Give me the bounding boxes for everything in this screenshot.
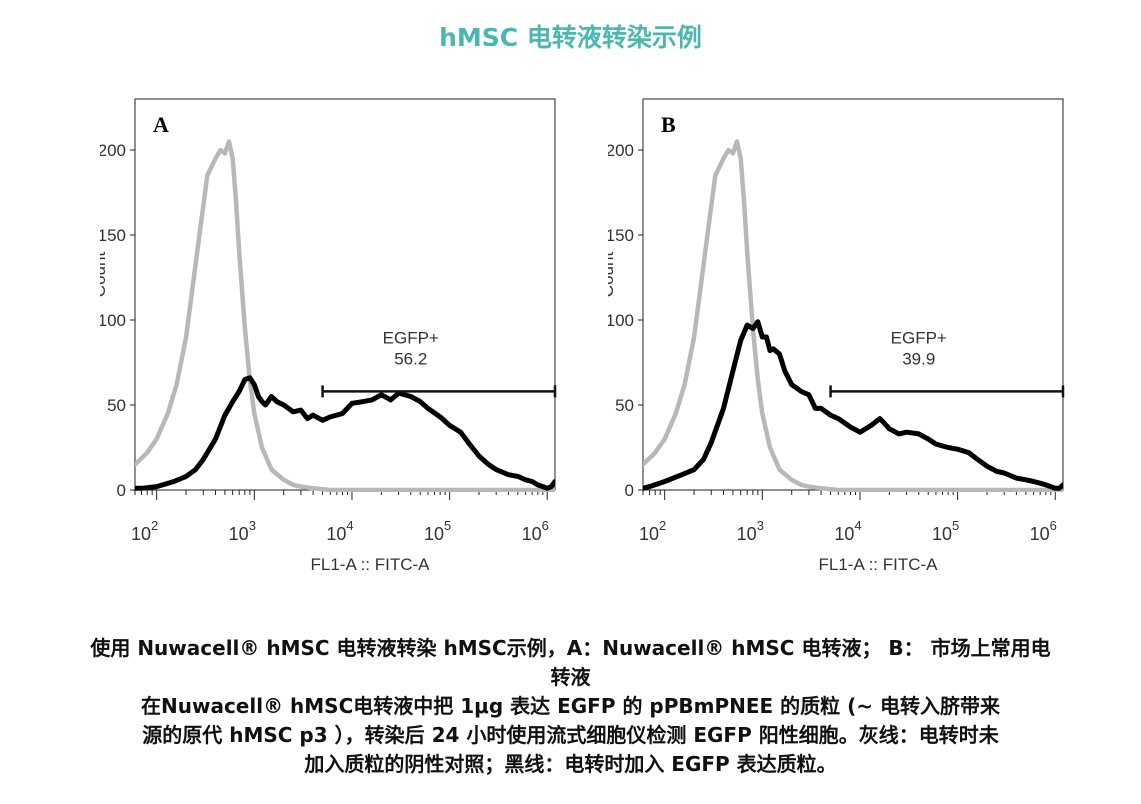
y-tick-label: 100 xyxy=(100,311,126,330)
x-tick-exponent: 2 xyxy=(659,518,666,533)
x-tick-exponent: 4 xyxy=(854,518,861,533)
y-tick-label: 0 xyxy=(117,481,126,500)
plot-frame xyxy=(642,98,1064,491)
x-tick-label: 106 xyxy=(1030,518,1057,544)
x-tick-exponent: 5 xyxy=(444,518,451,533)
x-tick-label: 105 xyxy=(932,518,959,544)
y-axis-label: Count xyxy=(608,252,617,298)
caption-line-4: 源的原代 hMSC p3 ），转染后 24 小时使用流式细胞仪检测 EGFP 阳… xyxy=(142,723,999,747)
y-axis-label: Count xyxy=(100,252,109,298)
y-tick-label: 50 xyxy=(107,396,126,415)
egfp-histogram-line xyxy=(643,319,1063,491)
panel-label: B xyxy=(661,112,676,137)
egfp-histogram-line xyxy=(135,375,555,491)
x-tick-exponent: 6 xyxy=(542,518,549,533)
plot-frame xyxy=(134,98,556,491)
x-tick-label: 102 xyxy=(639,518,666,544)
x-tick-base: 10 xyxy=(834,524,854,544)
gate-percentage: 39.9 xyxy=(902,349,935,368)
panel-label: A xyxy=(153,112,169,137)
x-tick-base: 10 xyxy=(131,524,151,544)
x-tick-base: 10 xyxy=(326,524,346,544)
gate-label: EGFP+ xyxy=(891,328,947,347)
y-tick-label: 100 xyxy=(608,311,634,330)
histogram-panel-a: A 0 50 100 150 200 Count 102 103 104 105 106 FL1-A :… xyxy=(100,96,560,586)
x-tick-base: 10 xyxy=(522,524,542,544)
histogram-panel-b: B 0 50 100 150 200 Count 102 103 104 105 106 FL1-A :… xyxy=(608,96,1068,586)
page-title: hMSC 电转液转染示例 xyxy=(439,23,702,52)
x-tick-exponent: 3 xyxy=(757,518,764,533)
figure-caption: 使用 Nuwacell® hMSC 电转液转染 hMSC示例，A：Nuwacel… xyxy=(0,634,1141,779)
control-histogram-line xyxy=(135,139,555,492)
y-tick-label: 150 xyxy=(608,226,634,245)
x-tick-base: 10 xyxy=(737,524,757,544)
caption-line-1: 使用 Nuwacell® hMSC 电转液转染 hMSC示例，A：Nuwacel… xyxy=(90,636,1051,660)
x-tick-exponent: 5 xyxy=(952,518,959,533)
x-tick-base: 10 xyxy=(639,524,659,544)
x-tick-exponent: 3 xyxy=(249,518,256,533)
y-tick-label: 0 xyxy=(625,481,634,500)
x-tick-label: 102 xyxy=(131,518,158,544)
x-tick-exponent: 2 xyxy=(151,518,158,533)
x-tick-exponent: 4 xyxy=(346,518,353,533)
x-tick-label: 103 xyxy=(737,518,764,544)
y-tick-label: 150 xyxy=(100,226,126,245)
x-tick-base: 10 xyxy=(1030,524,1050,544)
x-tick-exponent: 6 xyxy=(1050,518,1057,533)
x-tick-label: 104 xyxy=(326,518,353,544)
x-axis-label: FL1-A :: FITC-A xyxy=(818,555,938,574)
caption-line-3: 在Nuwacell® hMSC电转液中把 1μg 表达 EGFP 的 pPBmP… xyxy=(141,694,1000,718)
x-tick-base: 10 xyxy=(932,524,952,544)
x-tick-base: 10 xyxy=(229,524,249,544)
x-tick-label: 103 xyxy=(229,518,256,544)
y-tick-label: 200 xyxy=(608,141,634,160)
x-axis-label: FL1-A :: FITC-A xyxy=(310,555,430,574)
caption-line-2: 转液 xyxy=(550,665,591,689)
x-tick-label: 106 xyxy=(522,518,549,544)
control-histogram-line xyxy=(643,139,1063,492)
y-tick-label: 50 xyxy=(615,396,634,415)
gate-percentage: 56.2 xyxy=(394,349,427,368)
x-tick-base: 10 xyxy=(424,524,444,544)
caption-line-5: 加入质粒的阴性对照；黑线：电转时加入 EGFP 表达质粒。 xyxy=(304,752,837,776)
y-tick-label: 200 xyxy=(100,141,126,160)
x-tick-label: 104 xyxy=(834,518,861,544)
gate-label: EGFP+ xyxy=(383,328,439,347)
x-tick-label: 105 xyxy=(424,518,451,544)
